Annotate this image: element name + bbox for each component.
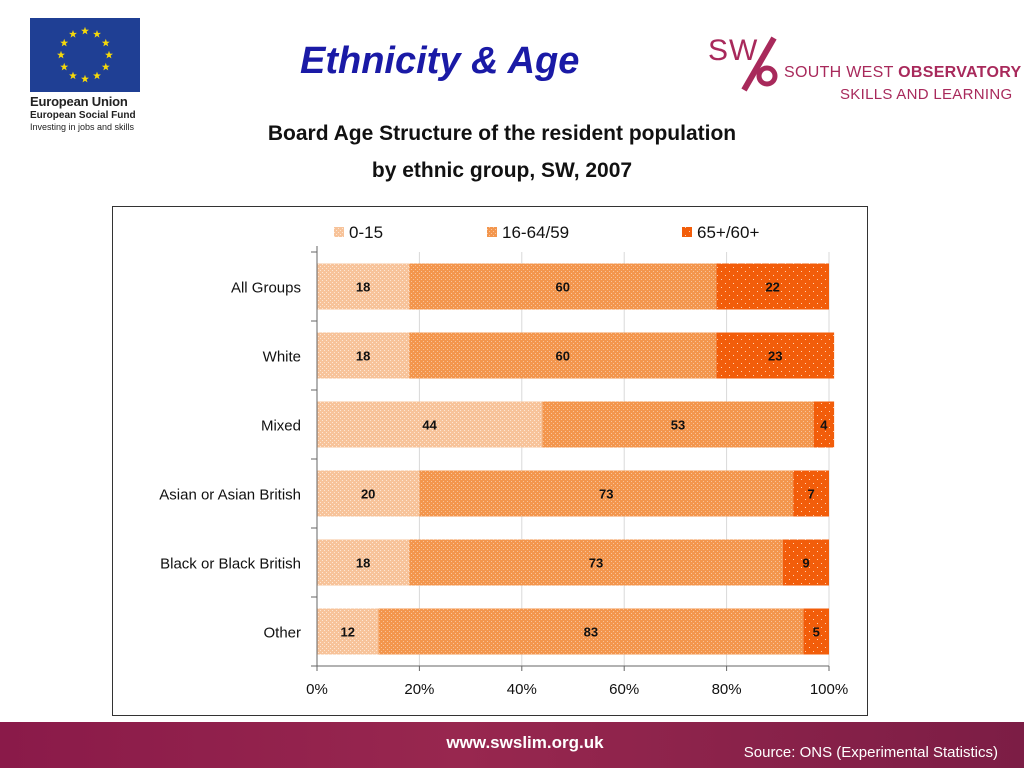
bar-segment	[716, 332, 835, 379]
data-label: 18	[356, 349, 370, 364]
bar-segment	[317, 332, 410, 379]
data-label: 23	[768, 349, 782, 364]
chart-axes	[311, 246, 830, 671]
bar-segment	[813, 401, 835, 448]
swo-mark-logo: SW	[708, 34, 778, 92]
swo-logo-name: SOUTH WEST OBSERVATORY	[784, 64, 1021, 82]
data-label: 73	[599, 487, 613, 502]
data-label: 18	[356, 280, 370, 295]
eu-star-icon	[101, 62, 110, 71]
data-label: 73	[589, 556, 603, 571]
eu-logo-name: European Union	[30, 94, 128, 109]
bar-segment	[317, 470, 420, 517]
eu-logo-tagline: Investing in jobs and skills	[30, 122, 135, 132]
data-label: 44	[422, 418, 437, 433]
x-tick-label: 100%	[810, 681, 848, 698]
eu-star-icon	[60, 62, 69, 71]
bar-segment	[716, 263, 829, 310]
eu-flag-logo	[30, 18, 140, 92]
eu-star-icon	[69, 71, 77, 80]
bar-segment	[782, 539, 829, 586]
footer-bar	[0, 722, 1024, 768]
data-label: 60	[556, 280, 570, 295]
legend-label-2: 65+/60+	[697, 223, 759, 242]
data-label: 7	[807, 487, 814, 502]
legend-swatch-0	[334, 227, 344, 237]
footer-website-link[interactable]: www.swslim.org.uk	[446, 733, 604, 752]
eu-stars-icon	[30, 18, 140, 92]
legend-swatch-1	[487, 227, 497, 237]
eu-star-icon	[57, 50, 65, 59]
swo-mark-letters: SW	[708, 34, 758, 67]
category-label: Asian or Asian British	[159, 487, 301, 504]
x-tick-label: 80%	[712, 681, 742, 698]
chart-title-line-1: Board Age Structure of the resident popu…	[267, 122, 737, 145]
data-label: 53	[671, 418, 685, 433]
bar-segment	[409, 263, 717, 310]
eu-star-icon	[81, 74, 89, 83]
swo-name-plain: SOUTH WEST	[784, 64, 899, 81]
bar-segment	[542, 401, 814, 448]
data-label: 22	[765, 280, 779, 295]
chart-labels: 18 60 22 All Groups 18 60 23 White 44 53 4 Mixed 20 7…	[159, 280, 848, 699]
eu-star-icon	[93, 30, 101, 38]
slide-title: Ethnicity & Age	[300, 40, 580, 82]
legend-label-0: 0-15	[349, 223, 383, 242]
x-tick-label: 60%	[609, 681, 639, 698]
footer-source-note: Source: ONS (Experimental Statistics)	[743, 744, 998, 761]
bar-segment	[317, 263, 410, 310]
swo-slash-icon	[741, 36, 777, 92]
bar-segment	[793, 470, 829, 517]
stacked-bar-chart: 0-15 16-64/59 65+/60+ 18 60 22 All Groups 18 60…	[159, 223, 848, 699]
x-tick-label: 20%	[404, 681, 434, 698]
eu-star-icon	[60, 38, 69, 47]
bar-segment	[317, 608, 379, 655]
bar-segment	[419, 470, 794, 517]
data-label: 4	[820, 418, 828, 433]
data-label: 5	[813, 625, 820, 640]
data-label: 12	[340, 625, 354, 640]
x-tick-label: 0%	[306, 681, 328, 698]
legend-swatch-2	[682, 227, 692, 237]
data-label: 20	[361, 487, 375, 502]
category-label: White	[263, 349, 301, 366]
chart-bars	[317, 263, 835, 655]
chart-title-line-2: by ethnic group, SW, 2007	[371, 159, 633, 182]
category-label: Black or Black British	[160, 556, 301, 573]
eu-star-icon	[69, 30, 77, 38]
bar-segment	[409, 332, 717, 379]
eu-logo-fund: European Social Fund	[30, 110, 136, 121]
bar-segment	[317, 539, 410, 586]
eu-star-icon	[93, 71, 101, 80]
x-tick-label: 40%	[507, 681, 537, 698]
category-label: Mixed	[261, 418, 301, 435]
swo-logo-subtitle: SKILLS AND LEARNING	[840, 86, 1013, 103]
chart-gridlines	[418, 252, 830, 666]
data-label: 18	[356, 556, 370, 571]
chart-legend: 0-15 16-64/59 65+/60+	[334, 223, 759, 242]
swo-name-bold: OBSERVATORY	[898, 64, 1022, 81]
eu-star-icon	[101, 38, 110, 47]
data-label: 9	[802, 556, 809, 571]
eu-star-icon	[105, 50, 113, 59]
category-label: Other	[263, 625, 301, 642]
bar-segment	[317, 401, 543, 448]
bar-segment	[378, 608, 804, 655]
bar-segment	[409, 539, 783, 586]
swo-circle-icon	[756, 65, 778, 87]
data-label: 60	[556, 349, 570, 364]
legend-label-1: 16-64/59	[502, 223, 569, 242]
data-label: 83	[584, 625, 598, 640]
category-label: All Groups	[231, 280, 301, 297]
eu-star-icon	[81, 26, 89, 35]
bar-segment	[803, 608, 829, 655]
